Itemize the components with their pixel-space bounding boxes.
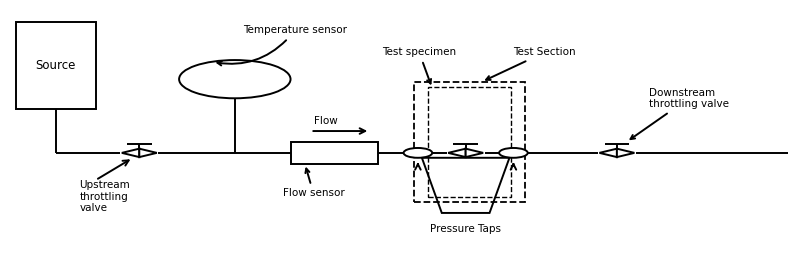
Text: Upstream
throttling
valve: Upstream throttling valve (80, 180, 131, 213)
Circle shape (404, 148, 432, 158)
Text: Test specimen: Test specimen (382, 47, 456, 84)
Text: Source: Source (36, 59, 76, 72)
Polygon shape (599, 149, 617, 157)
Bar (428, 87, 511, 197)
Polygon shape (617, 149, 634, 157)
Text: Temperature sensor: Temperature sensor (217, 25, 347, 66)
Polygon shape (139, 149, 157, 157)
Bar (16, 22, 96, 109)
Text: Flow: Flow (314, 115, 338, 126)
Text: Pressure Taps: Pressure Taps (430, 224, 501, 234)
Bar (291, 142, 378, 164)
Polygon shape (122, 149, 139, 157)
Polygon shape (466, 149, 483, 157)
Circle shape (499, 148, 528, 158)
Text: Flow sensor: Flow sensor (283, 168, 345, 198)
Bar (414, 82, 525, 202)
Text: Downstream
throttling valve: Downstream throttling valve (630, 88, 729, 139)
Text: Test Section: Test Section (486, 47, 576, 80)
Polygon shape (448, 149, 466, 157)
